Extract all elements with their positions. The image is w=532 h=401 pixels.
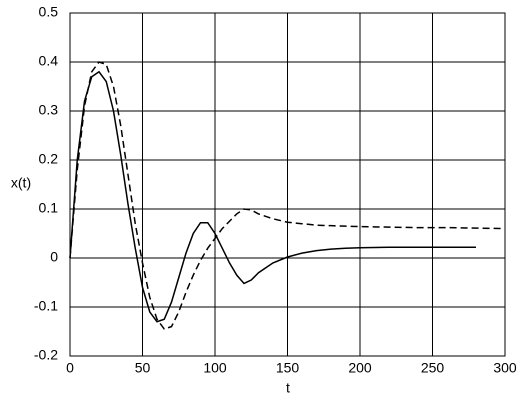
x-tick-label: 200 — [348, 360, 372, 376]
x-tick-label: 300 — [493, 360, 517, 376]
x-tick-label: 250 — [421, 360, 445, 376]
y-tick-label: 0.2 — [39, 151, 59, 167]
y-tick-label: 0.5 — [39, 4, 59, 20]
x-tick-label: 100 — [203, 360, 227, 376]
y-tick-label: 0 — [50, 249, 58, 265]
x-axis-label: t — [286, 380, 290, 396]
y-axis-label: x(t) — [11, 175, 31, 191]
data-line — [69, 70, 476, 323]
data-line — [69, 61, 506, 330]
y-tick-label: -0.1 — [34, 298, 58, 314]
y-tick-label: -0.2 — [34, 347, 58, 363]
x-tick-label: 0 — [66, 360, 74, 376]
x-tick-label: 50 — [135, 360, 151, 376]
y-tick-label: 0.4 — [39, 53, 59, 69]
plot-frame — [69, 12, 506, 357]
x-tick-label: 150 — [276, 360, 300, 376]
y-tick-label: 0.3 — [39, 102, 59, 118]
y-tick-label: 0.1 — [39, 200, 59, 216]
